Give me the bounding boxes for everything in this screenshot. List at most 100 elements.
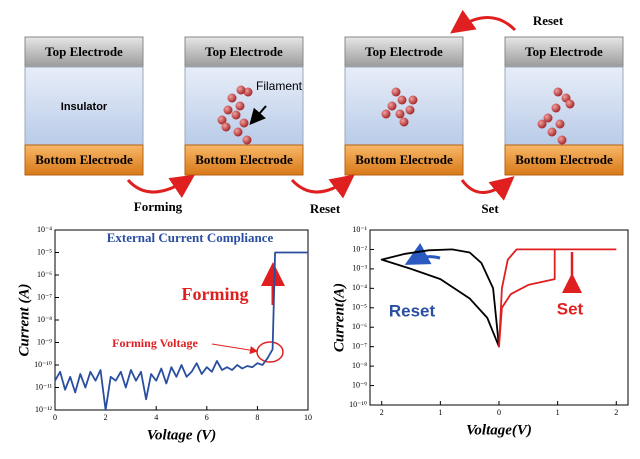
y-tick-label: 10⁻¹¹ [35,382,53,391]
filament-atom [405,105,415,115]
filament-atom [553,87,563,97]
bottom-electrode [24,144,144,176]
top-electrode [24,36,144,68]
filament-atom [551,103,561,113]
filament-atom [391,87,401,97]
filament-atom [231,110,241,120]
label: Bottom Electrode [515,152,613,167]
arrow [404,242,441,265]
filament-atom [537,119,547,129]
plot-frame [54,229,309,411]
top-electrode [184,36,304,68]
data-line [54,251,308,411]
y-tick-label: 10⁻⁴ [352,283,367,292]
arrow [249,105,267,126]
label: Bottom Electrode [195,152,293,167]
label: Insulator [61,101,108,113]
y-tick-label: 10⁻⁹ [352,380,367,389]
annotation: Forming Voltage [112,336,198,350]
filament-atom [221,122,231,132]
filament-atom [555,119,565,129]
x-tick-label: 2 [380,408,384,417]
filament-atom [408,95,418,105]
y-axis-label: Current (A) [16,284,32,357]
filament-atom [557,135,567,145]
insulator [344,66,464,146]
x-tick-label: 4 [154,413,158,422]
x-tick-label: 6 [205,413,209,422]
filament-atom [565,99,575,109]
y-tick-label: 10⁻⁸ [37,315,52,324]
plots: 0 2 4 6 8 1010⁻¹²10⁻¹¹10⁻¹⁰10⁻⁹10⁻⁸10⁻⁷10⁻⁶10… [16,225,629,443]
device-cells: Top Electrode Bottom Electrode Insulator To… [24,36,624,176]
data-line [498,248,617,348]
top-electrode [344,36,464,68]
filament-atom [243,87,253,97]
insulator [24,66,144,146]
label: Top Electrode [45,44,123,59]
x-axis-label: Voltage (V) [147,427,217,443]
filament-atom [233,127,243,137]
y-tick-label: 10⁻³ [352,264,367,273]
annotation: Reset [389,301,436,320]
y-tick-label: 10⁻⁵ [37,247,52,256]
label: Top Electrode [525,44,603,59]
filament-atom [397,95,407,105]
bottom-electrode [184,144,304,176]
y-axis-label: Current(A) [331,283,347,352]
insulator [504,66,624,146]
filament-atom [381,109,391,119]
y-tick-label: 10⁻⁷ [37,292,52,301]
filament-atom [236,85,246,95]
label: Bottom Electrode [355,152,453,167]
filament-atom [543,113,553,123]
y-tick-label: 10⁻⁴ [37,225,52,234]
y-tick-label: 10⁻⁶ [352,322,367,331]
filament-atom [242,135,252,145]
y-tick-label: 10⁻⁵ [352,303,367,312]
annotation: Forming [182,284,249,304]
set-arrow [460,176,515,201]
annotation: Set [557,299,584,318]
x-tick-label: 2 [104,413,108,422]
step-label: Reset [533,13,564,28]
annotation: External Current Compliance [107,230,274,245]
y-tick-label: 10⁻⁸ [352,361,367,370]
y-tick-label: 10⁻⁷ [352,341,367,350]
bottom-electrode [504,144,624,176]
filament-atom [217,115,227,125]
top-electrode [504,36,624,68]
y-tick-label: 10⁻¹² [35,405,53,414]
x-tick-label: 2 [614,408,618,417]
x-tick-label: 8 [255,413,259,422]
filament-atom [223,105,233,115]
label: Top Electrode [205,44,283,59]
highlight [256,341,284,363]
data-line [380,248,500,348]
y-tick-label: 10⁻² [352,244,367,253]
filament-atom [387,101,397,111]
label: Bottom Electrode [35,152,133,167]
filament-atom [239,118,249,128]
x-tick-label: 0 [53,413,57,422]
arrow [211,343,258,355]
x-tick-label: 1 [438,408,442,417]
y-tick-label: 10⁻¹⁰ [349,400,367,409]
x-tick-label: 10 [304,413,312,422]
y-tick-label: 10⁻¹⁰ [34,360,52,369]
x-tick-label: 0 [497,408,501,417]
reset-arrow-top [450,9,517,34]
y-tick-label: 10⁻¹ [352,225,367,234]
filament-atom [547,127,557,137]
filament-atom [227,93,237,103]
step-label: Forming [134,199,183,214]
label: Top Electrode [365,44,443,59]
filament-atom [235,101,245,111]
forming-arrow [126,174,195,199]
bottom-electrode [344,144,464,176]
y-tick-label: 10⁻⁶ [37,270,52,279]
filament-atom [399,117,409,127]
step-label: Set [481,201,499,216]
x-axis-label: Voltage(V) [466,422,532,438]
